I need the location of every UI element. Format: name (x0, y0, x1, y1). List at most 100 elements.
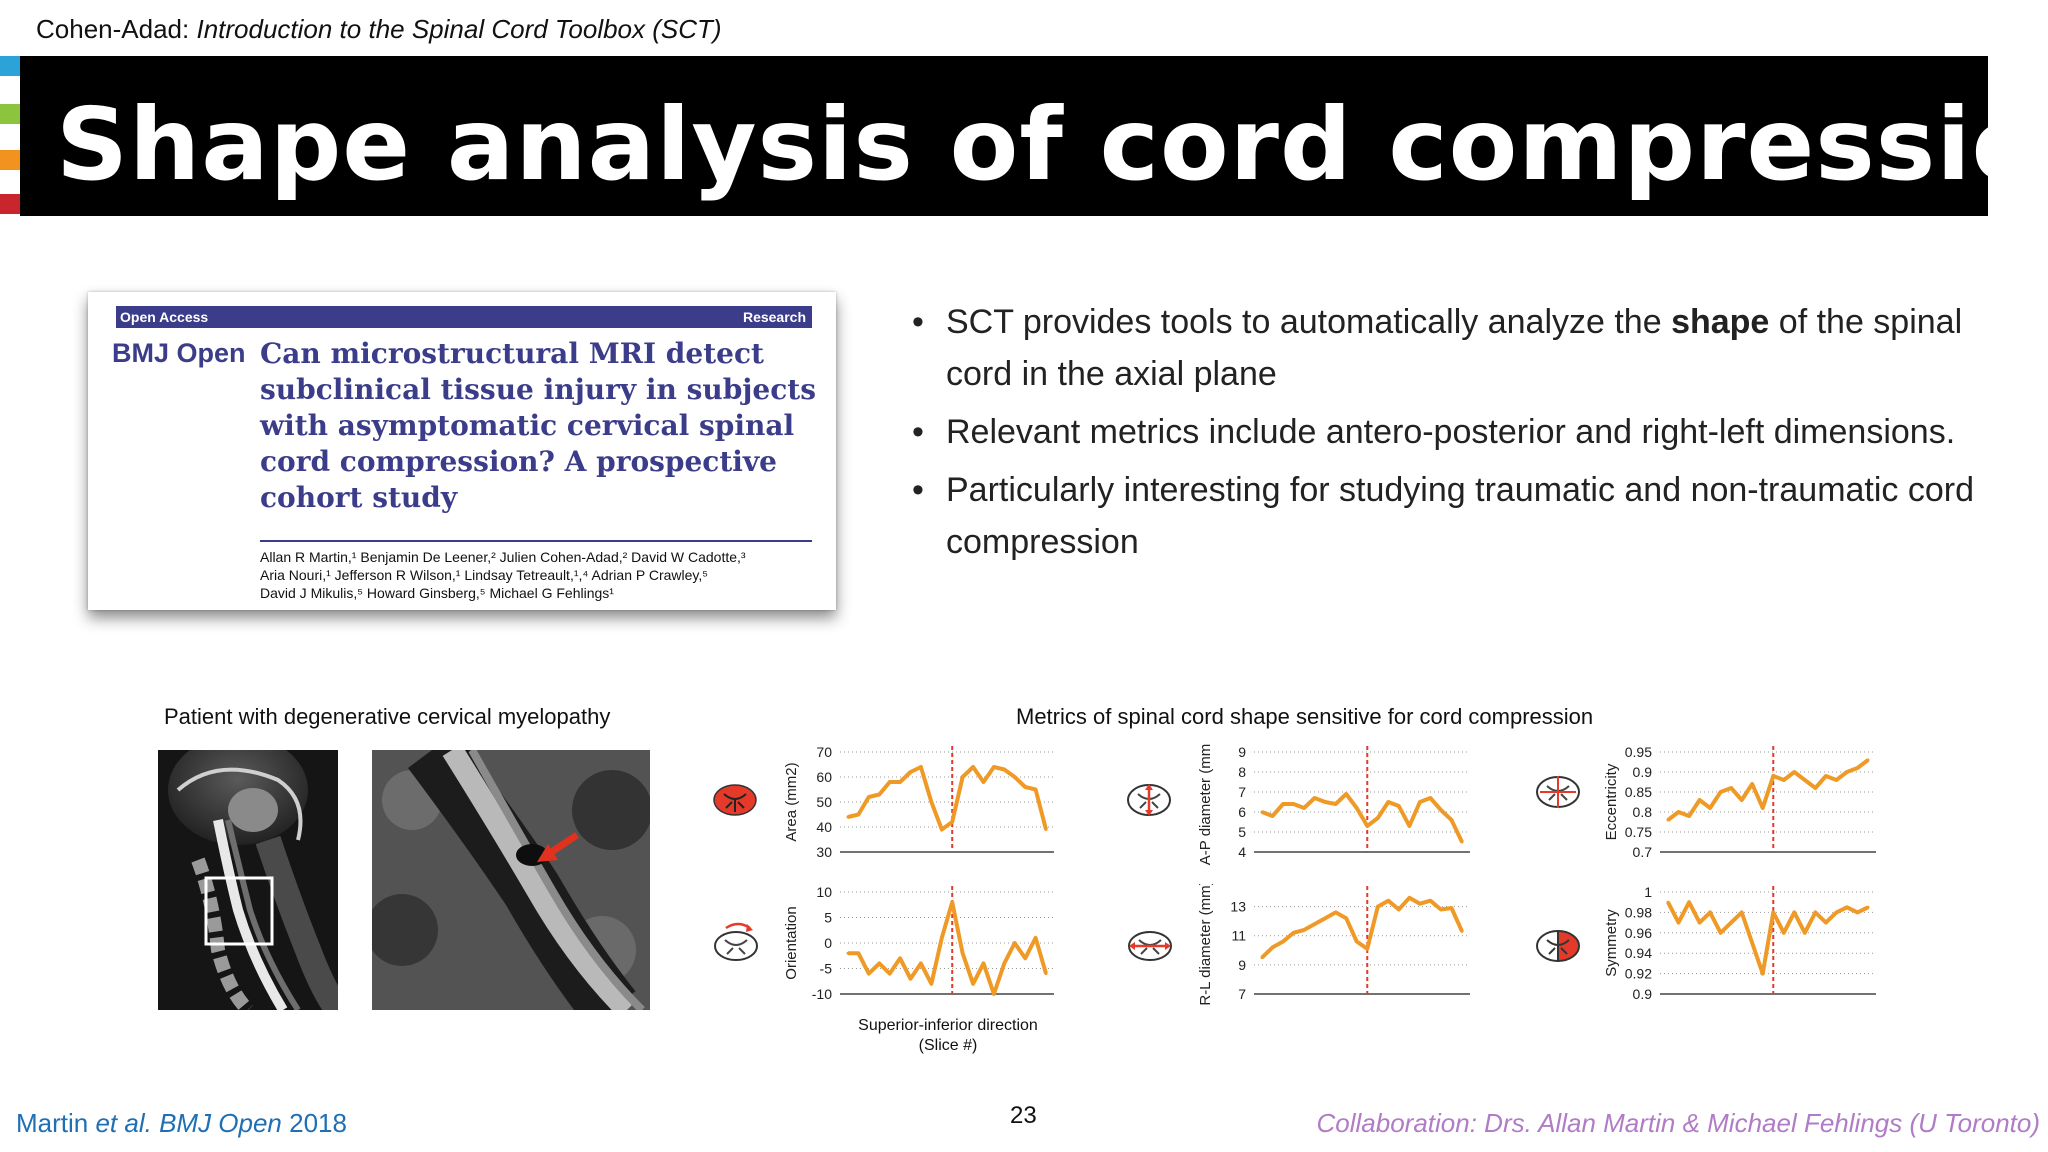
data-point (1281, 802, 1285, 806)
data-point (1376, 816, 1380, 820)
data-point (1002, 961, 1006, 965)
data-point (1845, 770, 1849, 774)
data-point (1750, 941, 1754, 945)
y-tick-label: 7 (1238, 986, 1246, 1002)
data-point (1761, 972, 1765, 976)
data-point (1323, 800, 1327, 804)
paper-screenshot: Open Access Research BMJ Open Can micros… (88, 292, 836, 610)
header-course: Introduction to the Spinal Cord Toolbox … (196, 14, 722, 44)
header-note: Cohen-Adad: Introduction to the Spinal C… (36, 14, 722, 45)
red-arrow-icon (537, 844, 558, 862)
data-point (919, 961, 923, 965)
y-tick-label: -5 (820, 961, 833, 977)
data-point (898, 780, 902, 784)
collaboration-credit: Collaboration: Drs. Allan Martin & Micha… (1316, 1108, 2040, 1138)
y-tick-label: 5 (1238, 824, 1246, 840)
data-point (1834, 910, 1838, 914)
y-tick-label: 0.7 (1633, 844, 1653, 860)
y-tick-label: 40 (816, 819, 832, 835)
data-point (992, 992, 996, 996)
y-tick-label: 8 (1238, 764, 1246, 780)
bullet-text: of the spinal cord in the axial plane (946, 303, 1963, 393)
data-point (1666, 900, 1670, 904)
data-point (1044, 828, 1048, 831)
data-point (1323, 916, 1327, 920)
bullet-dot-icon: • (912, 471, 924, 509)
data-point (1023, 785, 1027, 789)
data-point (1708, 910, 1712, 914)
y-axis-label: Symmetry (1603, 909, 1620, 977)
data-point (1292, 802, 1296, 806)
ref-year: 2018 (281, 1108, 347, 1138)
y-tick-label: 6 (1238, 804, 1246, 820)
y-tick-label: 50 (816, 794, 832, 810)
y-tick-label: 13 (1230, 899, 1246, 915)
paper-title: Can microstructural MRI detect subclinic… (260, 337, 816, 514)
data-point (888, 780, 892, 784)
metrics-caption: Metrics of spinal cord shape sensitive f… (1016, 704, 1594, 729)
data-point (888, 972, 892, 976)
series-line (848, 900, 1048, 996)
data-point (1386, 899, 1390, 903)
bullet-list: • SCT provides tools to automatically an… (910, 296, 2000, 574)
y-axis-label: Eccentricity (1603, 763, 1620, 840)
data-point (867, 795, 871, 799)
y-tick-label: 0.95 (1625, 744, 1652, 760)
data-point (1407, 824, 1411, 828)
y-tick-label: 10 (816, 884, 832, 900)
data-point (1824, 774, 1828, 778)
bullet-dot-icon: • (912, 413, 924, 451)
data-point (1292, 931, 1296, 935)
y-tick-label: 0.98 (1625, 904, 1652, 920)
data-point (919, 765, 923, 769)
reference-link[interactable]: Martin et al. BMJ Open 2018 (16, 1108, 347, 1139)
data-point (1782, 778, 1786, 782)
data-point (1002, 768, 1006, 771)
data-point (1034, 936, 1038, 940)
cord-rl-icon (1128, 931, 1172, 961)
data-point (1792, 910, 1796, 914)
data-point (1855, 910, 1859, 914)
data-point (1708, 806, 1712, 810)
data-point (877, 793, 881, 796)
data-point (1439, 907, 1443, 911)
data-point (1313, 796, 1317, 800)
data-point (1418, 800, 1422, 804)
y-tick-label: 5 (824, 910, 832, 926)
mri-zoom-image (372, 750, 650, 1010)
symmetry-chart: Symmetry 1 0.98 0.96 0.94 0.92 0.9 (1603, 884, 1876, 1002)
data-point (981, 961, 985, 965)
y-tick-label: 7 (1238, 784, 1246, 800)
patient-caption: Patient with degenerative cervical myelo… (164, 704, 611, 729)
header-author: Cohen-Adad: (36, 14, 190, 44)
data-point (1365, 947, 1369, 951)
data-point (1803, 778, 1807, 782)
ref-etal: et al. (95, 1108, 152, 1138)
paper-authors-line: Aria Nouri,¹ Jefferson R Wilson,¹ Lindsa… (260, 567, 709, 583)
data-point (1376, 905, 1380, 909)
y-tick-label: 70 (816, 744, 832, 760)
data-point (1428, 899, 1432, 903)
data-point (1449, 906, 1453, 910)
data-point (1845, 905, 1849, 909)
ref-author: Martin (16, 1108, 96, 1138)
y-tick-label: 0.9 (1633, 764, 1653, 780)
data-point (1355, 940, 1359, 944)
data-point (1771, 910, 1775, 914)
data-point (1803, 931, 1807, 935)
data-point (971, 982, 975, 986)
mri-sagittal-image (158, 750, 338, 1010)
data-point (1792, 770, 1796, 774)
series-line (1261, 792, 1464, 843)
bullet-bold: shape (1671, 303, 1770, 341)
data-point (1013, 775, 1017, 779)
data-point (1397, 804, 1401, 808)
page-number: 23 (1010, 1102, 1037, 1129)
data-point (1271, 945, 1275, 949)
data-point (1761, 806, 1765, 810)
data-point (1687, 900, 1691, 904)
bullet-text: SCT provides tools to automatically anal… (946, 303, 1672, 341)
data-point (856, 813, 860, 816)
y-tick-label: 0.94 (1625, 945, 1652, 961)
data-point (929, 982, 933, 986)
